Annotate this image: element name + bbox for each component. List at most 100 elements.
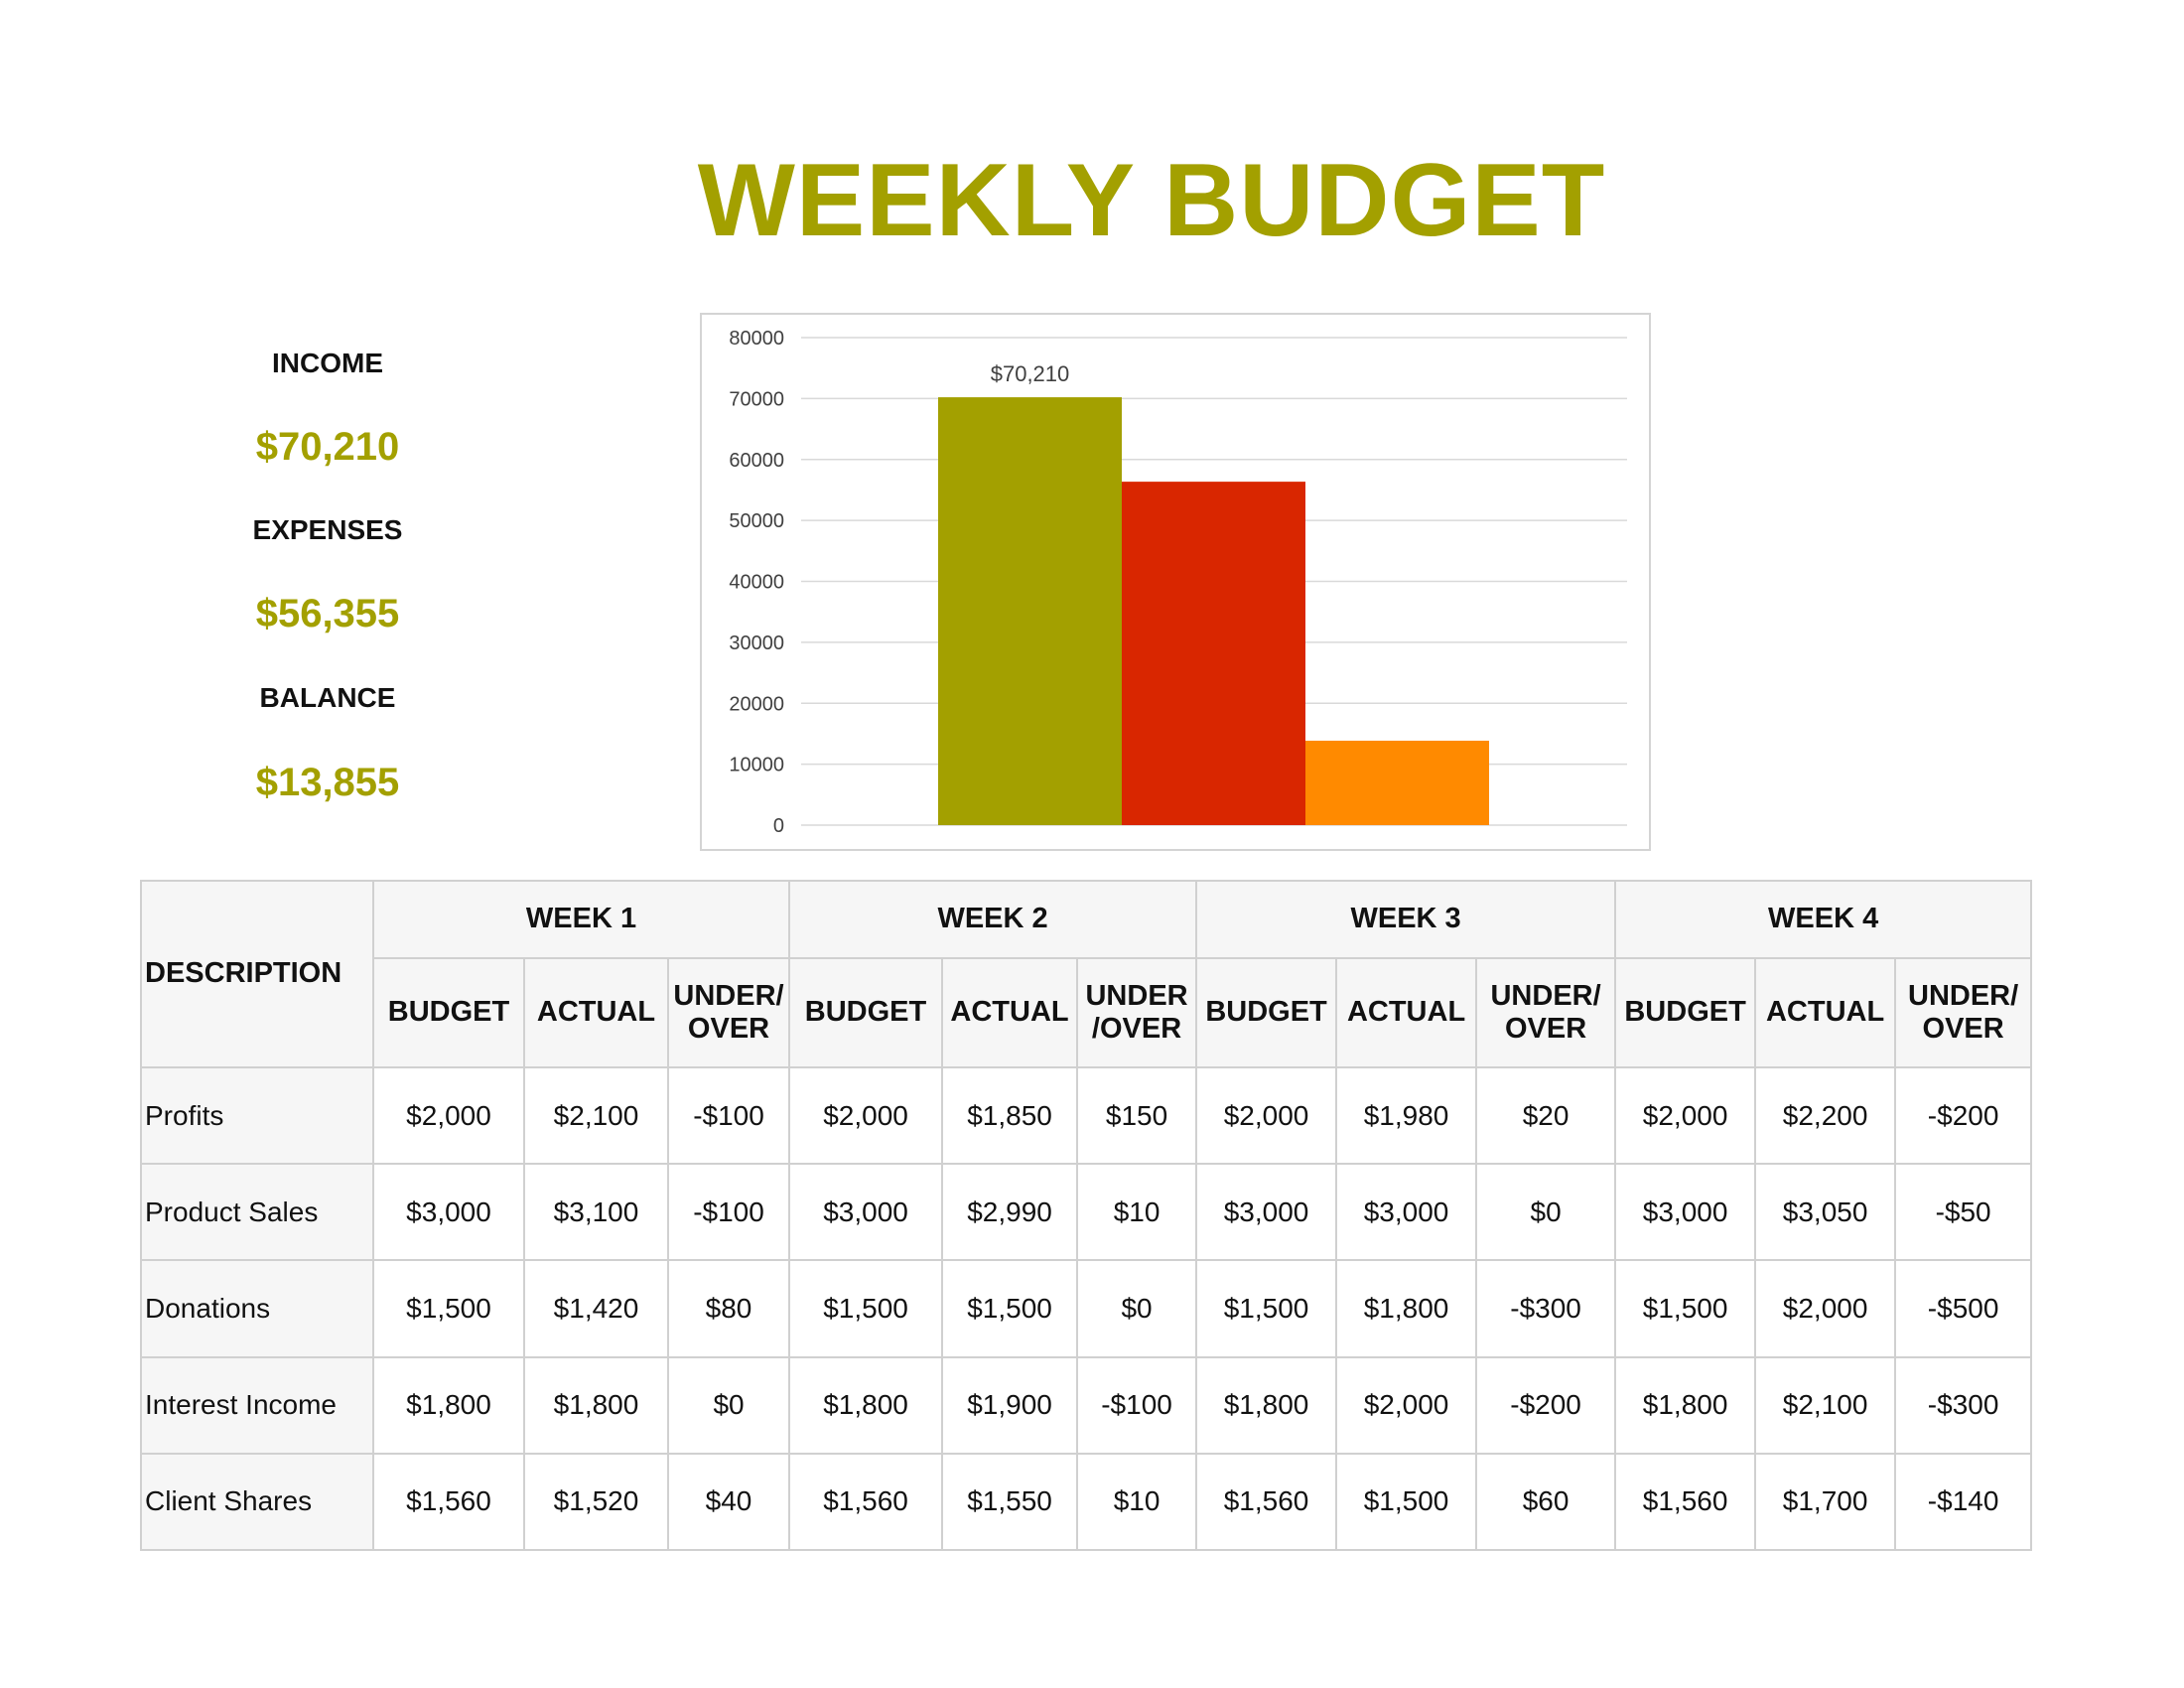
description-header: DESCRIPTION <box>140 880 374 1068</box>
table-cell: $2,100 <box>523 1065 669 1166</box>
bar-3 <box>1305 740 1489 825</box>
bar-chart-svg: 0 10000 20000 30000 40000 50000 60000 70000 8000… <box>729 328 1627 837</box>
table-cell: $2,000 <box>788 1065 944 1166</box>
table-cell: $2,200 <box>1754 1065 1897 1166</box>
table-row: Product Sales $3,000 $3,100 -$100 $3,000 $2,9… <box>140 1163 2033 1262</box>
expenses-value: $56,355 <box>255 592 400 635</box>
table-cell: $2,000 <box>1335 1355 1478 1455</box>
table-cell: $1,980 <box>1335 1065 1478 1166</box>
income-label: INCOME <box>272 348 383 378</box>
under-over-header: UNDER/OVER <box>1894 957 2033 1068</box>
table-cell: -$100 <box>666 1065 791 1166</box>
week-header-4: WEEK 4 <box>1614 880 2033 959</box>
table-cell: -$200 <box>1894 1065 2033 1166</box>
y-tick-label: 70000 <box>729 388 784 410</box>
under-over-header-line2: OVER <box>1504 1013 1587 1045</box>
table-cell: $150 <box>1076 1065 1198 1166</box>
table-cell: -$300 <box>1475 1259 1617 1358</box>
table-cell: $2,000 <box>372 1065 525 1166</box>
budget-header: BUDGET <box>1614 957 1757 1068</box>
table-cell: $80 <box>666 1259 791 1358</box>
table-row: Donations $1,500 $1,420 $80 $1,500 $1,500 $0 $1… <box>140 1259 2033 1358</box>
table-cell: $10 <box>1076 1163 1198 1262</box>
table-cell: $1,500 <box>788 1259 944 1358</box>
row-description: Interest Income <box>140 1355 374 1455</box>
y-tick-label: 80000 <box>729 328 784 350</box>
table-cell: $2,990 <box>941 1163 1079 1262</box>
table-cell: -$200 <box>1475 1355 1617 1455</box>
under-over-header: UNDER/OVER <box>1475 957 1617 1068</box>
table-cell: -$500 <box>1894 1259 2033 1358</box>
table-cell: $3,000 <box>372 1163 525 1262</box>
table-cell: $2,100 <box>1754 1355 1897 1455</box>
table-cell: $40 <box>666 1452 791 1552</box>
under-over-header-line2: OVER <box>687 1013 770 1045</box>
table-cell: $2,000 <box>1754 1259 1897 1358</box>
table-cell: $1,420 <box>523 1259 669 1358</box>
table-cell: $3,000 <box>1614 1163 1757 1262</box>
table-cell: $1,500 <box>1614 1259 1757 1358</box>
budget-header: BUDGET <box>1195 957 1338 1068</box>
table-cell: $3,000 <box>1195 1163 1338 1262</box>
table-cell: -$100 <box>666 1163 791 1262</box>
table-cell: $1,900 <box>941 1355 1079 1455</box>
table-cell: $1,500 <box>1195 1259 1338 1358</box>
y-tick-label: 10000 <box>729 755 784 776</box>
under-over-header-line1: UNDER/ <box>673 979 784 1012</box>
actual-header: ACTUAL <box>1335 957 1478 1068</box>
table-cell: $1,800 <box>1335 1259 1478 1358</box>
table-cell: $1,500 <box>1335 1452 1478 1552</box>
y-tick-label: 0 <box>773 815 784 837</box>
week-header-1: WEEK 1 <box>371 880 791 959</box>
table-cell: $1,560 <box>788 1452 944 1552</box>
row-description: Donations <box>140 1259 374 1358</box>
budget-header: BUDGET <box>788 957 944 1068</box>
table-cell: $1,800 <box>1614 1355 1757 1455</box>
actual-header: ACTUAL <box>523 957 669 1068</box>
table-cell: $2,000 <box>1195 1065 1338 1166</box>
y-tick-label: 20000 <box>729 693 784 715</box>
table-cell: $2,000 <box>1614 1065 1757 1166</box>
under-over-header-line1: UNDER/ <box>1908 979 2019 1012</box>
table-cell: $60 <box>1475 1452 1617 1552</box>
page-title: WEEKLY BUDGET <box>697 143 1606 258</box>
actual-header: ACTUAL <box>941 957 1079 1068</box>
table-cell: -$140 <box>1894 1452 2033 1552</box>
table-cell: -$100 <box>1076 1355 1198 1455</box>
balance-label: BALANCE <box>259 682 396 713</box>
bar-2 <box>1122 482 1305 825</box>
table-row: Profits $2,000 $2,100 -$100 $2,000 $1,850 $150… <box>140 1065 2033 1166</box>
table-cell: $1,800 <box>788 1355 944 1455</box>
table-cell: $3,100 <box>523 1163 669 1262</box>
actual-header: ACTUAL <box>1754 957 1897 1068</box>
table-cell: $1,800 <box>372 1355 525 1455</box>
table-cell: $1,700 <box>1754 1452 1897 1552</box>
row-description: Client Shares <box>140 1452 374 1552</box>
table-cell: $1,560 <box>1614 1452 1757 1552</box>
table-cell: $1,500 <box>941 1259 1079 1358</box>
row-description: Profits <box>140 1065 374 1166</box>
table-cell: $3,000 <box>788 1163 944 1262</box>
expenses-label: EXPENSES <box>252 514 403 545</box>
table-cell: $3,000 <box>1335 1163 1478 1262</box>
income-value: $70,210 <box>255 425 400 469</box>
under-over-header-line1: UNDER/ <box>1490 979 1601 1012</box>
table-cell: $0 <box>1076 1259 1198 1358</box>
table-cell: $1,550 <box>941 1452 1079 1552</box>
under-over-header: UNDER/OVER <box>1076 957 1198 1068</box>
y-tick-label: 60000 <box>729 450 784 472</box>
bar-chart: 0 10000 20000 30000 40000 50000 60000 70000 8000… <box>700 313 1651 851</box>
budget-table: DESCRIPTION WEEK 1 WEEK 2 WEEK 3 WEEK 4 BUDGE… <box>140 880 2033 1552</box>
row-description: Product Sales <box>140 1163 374 1262</box>
under-over-header-line2: /OVER <box>1091 1013 1182 1045</box>
table-cell: $1,800 <box>523 1355 669 1455</box>
table-row: Interest Income $1,800 $1,800 $0 $1,800 $1,90… <box>140 1355 2033 1455</box>
bar-1 <box>938 397 1122 825</box>
y-tick-label: 30000 <box>729 633 784 654</box>
table-cell: $20 <box>1475 1065 1617 1166</box>
table-cell: $0 <box>666 1355 791 1455</box>
table-cell: $1,520 <box>523 1452 669 1552</box>
table-cell: $1,560 <box>372 1452 525 1552</box>
table-cell: $0 <box>1475 1163 1617 1262</box>
table-cell: -$50 <box>1894 1163 2033 1262</box>
